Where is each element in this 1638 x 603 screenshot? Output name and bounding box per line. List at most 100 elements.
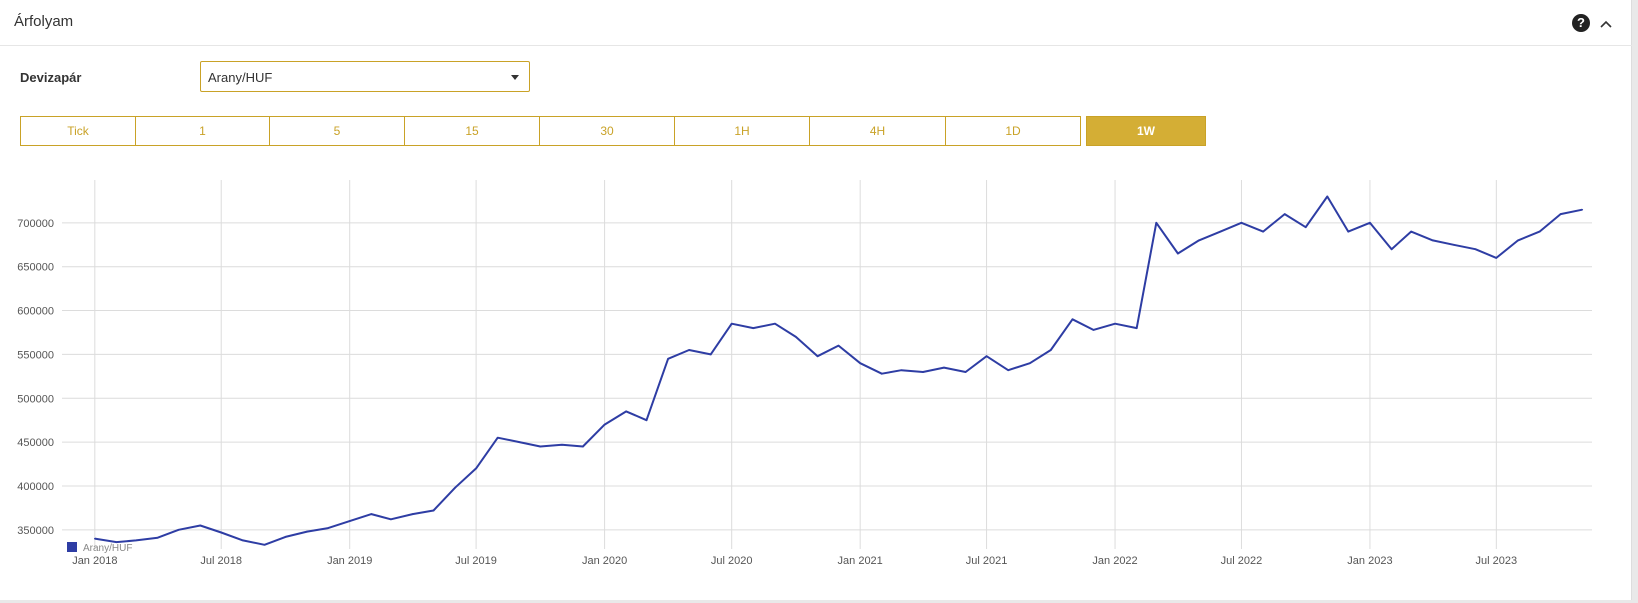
data-point <box>1135 327 1138 329</box>
currency-pair-select[interactable]: Arany/HUF <box>200 61 530 92</box>
data-point <box>1029 362 1031 364</box>
data-point <box>1452 243 1455 246</box>
legend-label: Arany/HUF <box>83 543 132 554</box>
x-tick-label: Jul 2021 <box>966 555 1008 567</box>
data-point <box>1410 230 1412 233</box>
data-point <box>603 423 606 426</box>
data-point <box>539 445 542 448</box>
currency-pair-value: Arany/HUF <box>208 70 273 85</box>
data-point <box>795 336 797 338</box>
panel-header: Árfolyam ? <box>0 0 1632 46</box>
series-line <box>94 195 1583 546</box>
x-tick-label: Jan 2022 <box>1092 555 1137 567</box>
data-point <box>688 349 690 351</box>
data-point <box>475 467 477 470</box>
data-point <box>859 362 861 364</box>
timeframe-tick[interactable]: Tick <box>20 116 136 146</box>
data-point <box>1581 208 1584 211</box>
data-point <box>454 486 456 489</box>
data-point <box>220 531 223 534</box>
y-tick-label: 550000 <box>17 349 54 361</box>
data-point <box>1390 248 1393 250</box>
data-point <box>730 322 733 325</box>
x-tick-label: Jan 2023 <box>1347 555 1392 567</box>
timeframe-4h[interactable]: 4H <box>809 116 946 146</box>
panel-title: Árfolyam <box>14 13 74 30</box>
data-point <box>1007 369 1010 372</box>
timeframe-1w[interactable]: 1W <box>1086 116 1206 146</box>
chevron-up-icon[interactable] <box>1598 14 1614 30</box>
data-point <box>985 355 988 357</box>
timeframe-15[interactable]: 15 <box>404 116 540 146</box>
data-point <box>922 371 924 373</box>
data-point <box>964 371 967 373</box>
data-point <box>1262 230 1264 233</box>
timeframe-1[interactable]: 1 <box>135 116 270 146</box>
data-point <box>411 513 414 515</box>
data-point <box>1326 195 1329 198</box>
y-tick-label: 650000 <box>17 262 54 274</box>
data-point <box>943 366 945 369</box>
data-point <box>837 344 840 347</box>
data-point <box>1240 222 1243 224</box>
data-point <box>1050 349 1052 351</box>
data-point <box>1114 322 1116 325</box>
timeframe-30[interactable]: 30 <box>539 116 675 146</box>
timeframe-1h[interactable]: 1H <box>674 116 810 146</box>
data-point <box>199 524 202 527</box>
question-circle-icon[interactable]: ? <box>1572 14 1590 32</box>
currency-pair-label: Devizapár <box>20 70 82 85</box>
data-point <box>390 518 392 521</box>
data-point <box>348 520 351 522</box>
y-tick-label: 350000 <box>17 525 54 537</box>
data-point <box>432 509 435 512</box>
data-point <box>370 513 373 515</box>
data-point <box>263 543 266 546</box>
x-tick-label: Jul 2023 <box>1476 555 1518 567</box>
x-tick-label: Jan 2018 <box>72 555 117 567</box>
legend-swatch <box>67 542 77 552</box>
data-point <box>94 537 96 540</box>
data-point <box>900 369 903 372</box>
data-point <box>1538 230 1541 233</box>
data-point <box>284 536 287 538</box>
data-point <box>1092 329 1095 331</box>
data-point <box>1283 213 1286 215</box>
data-point <box>156 536 159 539</box>
data-point <box>1198 239 1200 242</box>
data-point <box>1155 222 1158 224</box>
data-point <box>709 353 712 356</box>
data-point <box>1177 252 1179 255</box>
data-point <box>1304 226 1307 229</box>
y-tick-label: 700000 <box>17 218 54 230</box>
data-point <box>327 527 329 529</box>
data-point <box>1495 257 1498 259</box>
data-point <box>816 355 819 357</box>
data-point <box>667 357 669 360</box>
x-tick-label: Jul 2022 <box>1221 555 1263 567</box>
data-point <box>1347 230 1350 233</box>
price-chart: 350000 400000 450000 500000 550000 600000 6500… <box>0 180 1620 580</box>
data-point <box>1369 222 1371 224</box>
data-point <box>645 419 648 421</box>
data-point <box>774 322 776 325</box>
y-tick-label: 400000 <box>17 481 54 493</box>
data-point <box>1219 230 1222 233</box>
data-point <box>881 372 883 375</box>
x-tick-label: Jul 2018 <box>200 555 242 567</box>
caret-down-icon <box>511 75 519 80</box>
timeframe-5[interactable]: 5 <box>269 116 405 146</box>
y-tick-label: 450000 <box>17 437 54 449</box>
data-point <box>752 327 755 329</box>
x-tick-label: Jul 2020 <box>711 555 753 567</box>
data-point <box>496 436 499 439</box>
x-tick-label: Jan 2021 <box>838 555 883 567</box>
timeframe-1d[interactable]: 1D <box>945 116 1081 146</box>
data-point <box>1431 239 1434 242</box>
x-tick-label: Jul 2019 <box>455 555 497 567</box>
data-point <box>561 443 563 446</box>
y-tick-label: 600000 <box>17 306 54 318</box>
y-tick-label: 500000 <box>17 393 54 405</box>
data-point <box>1559 213 1562 215</box>
